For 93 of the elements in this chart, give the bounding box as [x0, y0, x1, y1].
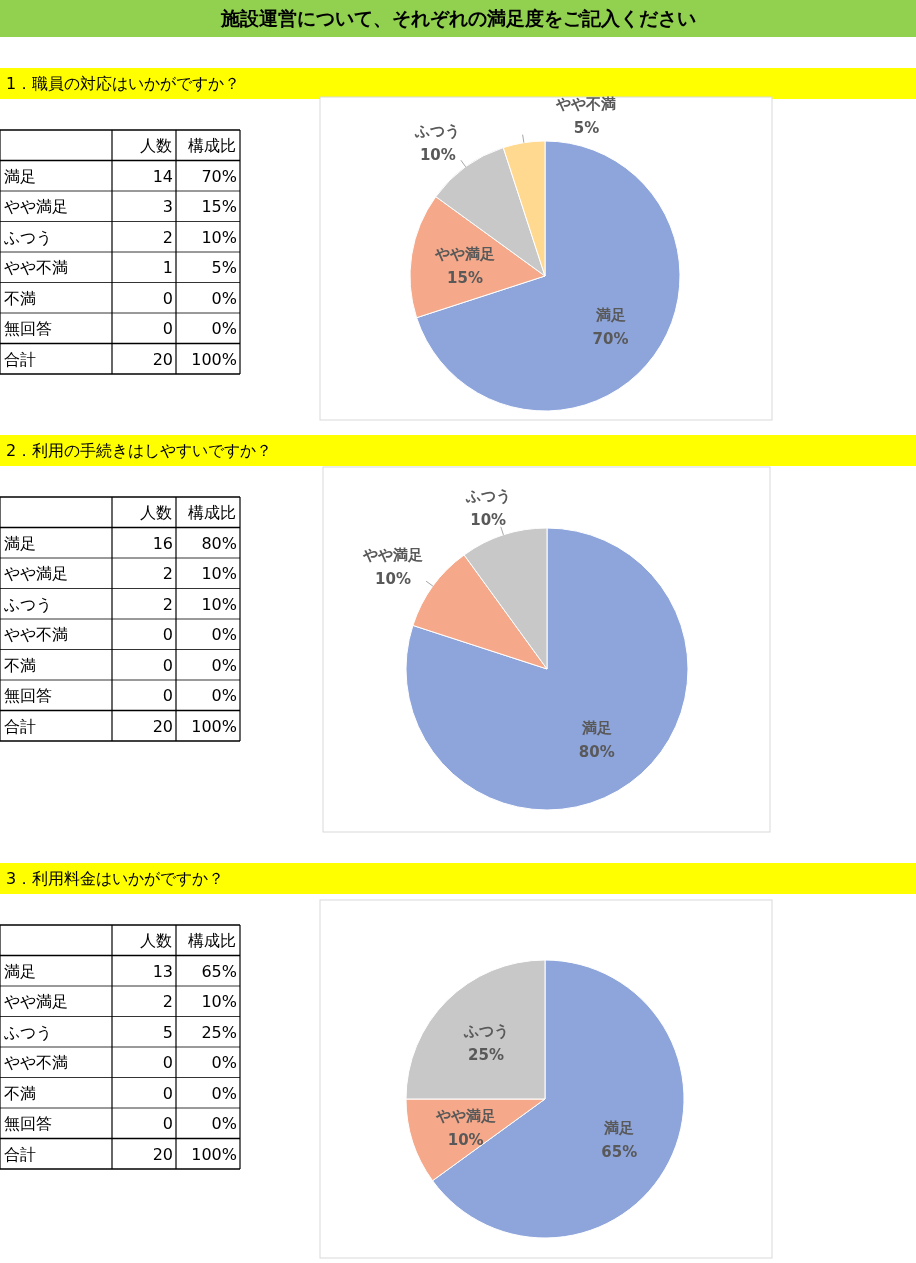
data-label: 5%	[211, 258, 237, 278]
data-label: 20	[152, 349, 173, 369]
data-label: 0%	[211, 319, 237, 339]
data-label: 25%	[201, 1022, 237, 1042]
data-label: 65%	[601, 1142, 638, 1161]
data-label: 100%	[191, 716, 237, 736]
category-label: 不満	[4, 655, 36, 675]
data-label: 0%	[211, 288, 237, 308]
slice-label: ふつう	[414, 122, 461, 141]
data-label: 2	[162, 594, 173, 614]
data-label: 0	[162, 655, 173, 675]
data-label: 10%	[201, 594, 237, 614]
category-label: 合計	[4, 1144, 36, 1164]
slice-label: やや満足	[362, 545, 423, 564]
data-label: 10%	[201, 227, 237, 247]
data-label: 10%	[201, 992, 237, 1012]
data-label: 10%	[470, 510, 507, 529]
data-label: 65%	[201, 961, 237, 981]
data-label: 80%	[578, 743, 615, 762]
category-label: 不満	[4, 1083, 36, 1103]
category-label: やや満足	[4, 564, 68, 584]
text: 1．職員の対応はいかがですか？	[6, 74, 241, 93]
data-label: 0%	[211, 1083, 237, 1103]
data-label: 20	[152, 716, 173, 736]
data-label: 5	[162, 1022, 173, 1042]
data-label: 16	[152, 533, 173, 553]
category-label: 満足	[4, 961, 36, 981]
category-label: 満足	[4, 533, 36, 553]
category-label: やや不満	[4, 258, 68, 278]
slice-label: 満足	[603, 1118, 635, 1137]
data-label: 2	[162, 564, 173, 584]
data-label: 100%	[191, 1144, 237, 1164]
category-label: やや不満	[4, 1053, 68, 1073]
data-label: 5%	[573, 118, 600, 137]
data-label: 70%	[592, 329, 629, 348]
text: 人数	[140, 931, 172, 951]
category-label: 不満	[4, 288, 36, 308]
data-label: 0	[162, 1053, 173, 1073]
data-label: 0%	[211, 625, 237, 645]
data-label: 70%	[201, 166, 237, 186]
data-label: 2	[162, 992, 173, 1012]
slice-label: ふつう	[462, 1022, 509, 1041]
data-label: 20	[152, 1144, 173, 1164]
data-label: 2	[162, 227, 173, 247]
category-label: やや満足	[4, 197, 68, 217]
slice-label: 満足	[580, 719, 612, 738]
data-label: 0%	[211, 1114, 237, 1134]
text: 構成比	[188, 931, 236, 951]
slice-label: 満足	[594, 305, 626, 324]
slice-label: やや満足	[434, 1106, 496, 1125]
category-label: やや不満	[4, 625, 68, 645]
data-label: 80%	[201, 533, 237, 553]
data-label: 15%	[447, 269, 483, 288]
data-label: 0	[162, 319, 173, 339]
data-label: 100%	[191, 349, 237, 369]
data-label: 0%	[211, 686, 237, 706]
category-label: 合計	[4, 349, 36, 369]
data-label: 0%	[211, 655, 237, 675]
category-label: 合計	[4, 716, 36, 736]
data-label: 10%	[447, 1130, 484, 1149]
category-label: ふつう	[3, 227, 52, 247]
category-label: ふつう	[3, 594, 52, 614]
text: 構成比	[188, 503, 236, 523]
category-label: ふつう	[3, 1022, 52, 1042]
data-label: 13	[152, 961, 173, 981]
data-label: 10%	[419, 146, 456, 165]
text: 構成比	[188, 136, 236, 156]
data-label: 0	[162, 1114, 173, 1134]
data-label: 3	[162, 197, 173, 217]
text: 人数	[140, 136, 172, 156]
data-label: 0	[162, 288, 173, 308]
text: 3．利用料金はいかがですか？	[6, 869, 225, 888]
slice-label: やや満足	[434, 245, 495, 264]
category-label: 無回答	[4, 319, 52, 339]
category-label: 無回答	[4, 1114, 52, 1134]
data-label: 10%	[375, 569, 411, 588]
slice-label: やや不満	[555, 94, 617, 113]
data-label: 0%	[211, 1053, 237, 1073]
text: 施設運営について、それぞれの満足度をご記入ください	[219, 7, 696, 29]
data-label: 25%	[468, 1046, 504, 1065]
data-label: 15%	[201, 197, 237, 217]
data-label: 0	[162, 686, 173, 706]
slice-label: ふつう	[464, 486, 511, 505]
data-label: 0	[162, 625, 173, 645]
category-label: 満足	[4, 166, 36, 186]
data-label: 0	[162, 1083, 173, 1103]
text: 人数	[140, 503, 172, 523]
data-label: 14	[152, 166, 173, 186]
data-label: 1	[162, 258, 173, 278]
data-label: 10%	[201, 564, 237, 584]
category-label: 無回答	[4, 686, 52, 706]
category-label: やや満足	[4, 992, 68, 1012]
text: 2．利用の手続きはしやすいですか？	[6, 441, 273, 460]
